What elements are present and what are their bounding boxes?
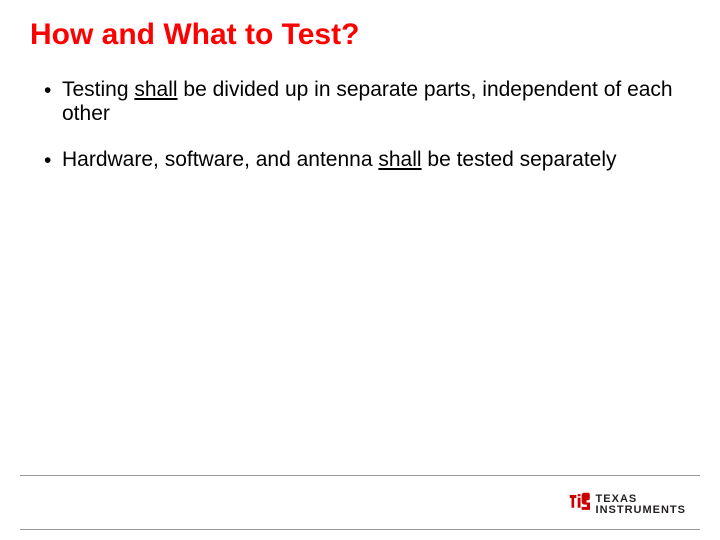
- underlined-text: shall: [378, 148, 421, 171]
- page-title: How and What to Test?: [30, 18, 359, 52]
- divider: [20, 475, 700, 476]
- list-item: • Hardware, software, and antenna shall …: [44, 148, 690, 173]
- logo-text-line: TEXAS: [596, 494, 686, 505]
- divider: [20, 529, 700, 530]
- text-segment: Testing: [62, 78, 134, 101]
- underlined-text: shall: [134, 78, 177, 101]
- logo-text-line: INSTRUMENTS: [596, 505, 686, 516]
- ti-logo-mark-icon: [568, 491, 590, 518]
- list-item: • Testing shall be divided up in separat…: [44, 78, 690, 126]
- text-segment: Hardware, software, and antenna: [62, 148, 378, 171]
- bullet-text: Hardware, software, and antenna shall be…: [62, 148, 690, 173]
- bullet-marker: •: [44, 148, 62, 173]
- bullet-list: • Testing shall be divided up in separat…: [44, 78, 690, 195]
- bullet-text: Testing shall be divided up in separate …: [62, 78, 690, 126]
- slide: How and What to Test? • Testing shall be…: [0, 0, 720, 540]
- ti-logo-text: TEXAS INSTRUMENTS: [596, 494, 686, 516]
- ti-logo: TEXAS INSTRUMENTS: [568, 491, 686, 518]
- bullet-marker: •: [44, 78, 62, 126]
- text-segment: be tested separately: [422, 148, 617, 171]
